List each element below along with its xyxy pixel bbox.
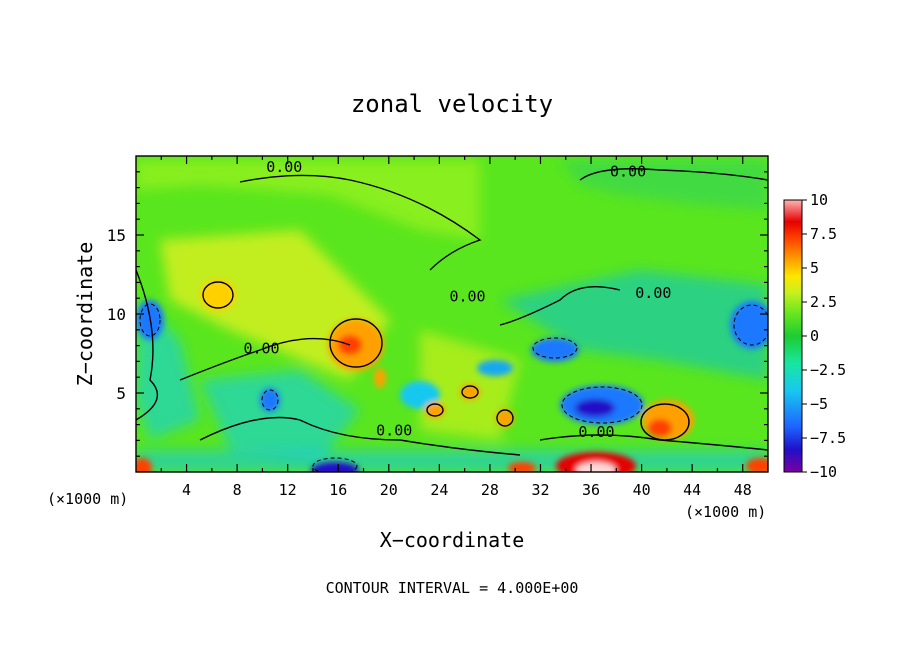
- y-tick-label: 5: [116, 384, 126, 403]
- y-axis-label: Z−coordinate: [73, 242, 97, 387]
- x-tick-label: 32: [531, 481, 549, 499]
- x-tick-label: 48: [734, 481, 752, 499]
- x-tick-label: 40: [633, 481, 651, 499]
- colorbar: [783, 199, 803, 473]
- colorbar-label: −5: [810, 395, 828, 413]
- x-axis-unit-left: (×1000 m): [47, 490, 128, 508]
- chart-title: zonal velocity: [351, 90, 553, 118]
- y-tick-label: 15: [107, 226, 126, 245]
- contour-label: 0.00: [449, 287, 485, 305]
- x-axis-label: X−coordinate: [380, 528, 525, 552]
- colorbar-label: 2.5: [810, 293, 837, 311]
- colorbar-label: 5: [810, 259, 819, 277]
- contour-label: 0.00: [610, 163, 646, 181]
- colorbar-label: 10: [810, 191, 828, 209]
- colorbar-label: −2.5: [810, 361, 846, 379]
- x-tick-label: 44: [683, 481, 701, 499]
- x-tick-label: 28: [481, 481, 499, 499]
- colorbar-label: −10: [810, 463, 837, 481]
- contour-label: 0.00: [578, 423, 614, 441]
- x-tick-label: 36: [582, 481, 600, 499]
- x-tick-label: 12: [279, 481, 297, 499]
- contour-label: 0.00: [266, 158, 302, 176]
- x-tick-label: 20: [380, 481, 398, 499]
- contour-label: 0.00: [376, 422, 412, 440]
- colorbar-label: −7.5: [810, 429, 846, 447]
- x-tick-label: 8: [233, 481, 242, 499]
- x-axis-unit-right: (×1000 m): [685, 503, 766, 521]
- x-tick-label: 16: [329, 481, 347, 499]
- contour-label: 0.00: [243, 340, 279, 358]
- colorbar-label: 7.5: [810, 225, 837, 243]
- x-tick-label: 4: [182, 481, 191, 499]
- colorbar-label: 0: [810, 327, 819, 345]
- y-tick-label: 10: [107, 305, 126, 324]
- heatmap-field: 0.00 0.00 0.00 0.00 0.00 0.00 0.00: [136, 156, 768, 472]
- contour-interval-footer: CONTOUR INTERVAL = 4.000E+00: [326, 579, 579, 597]
- contour-label: 0.00: [635, 284, 671, 302]
- x-tick-label: 24: [430, 481, 448, 499]
